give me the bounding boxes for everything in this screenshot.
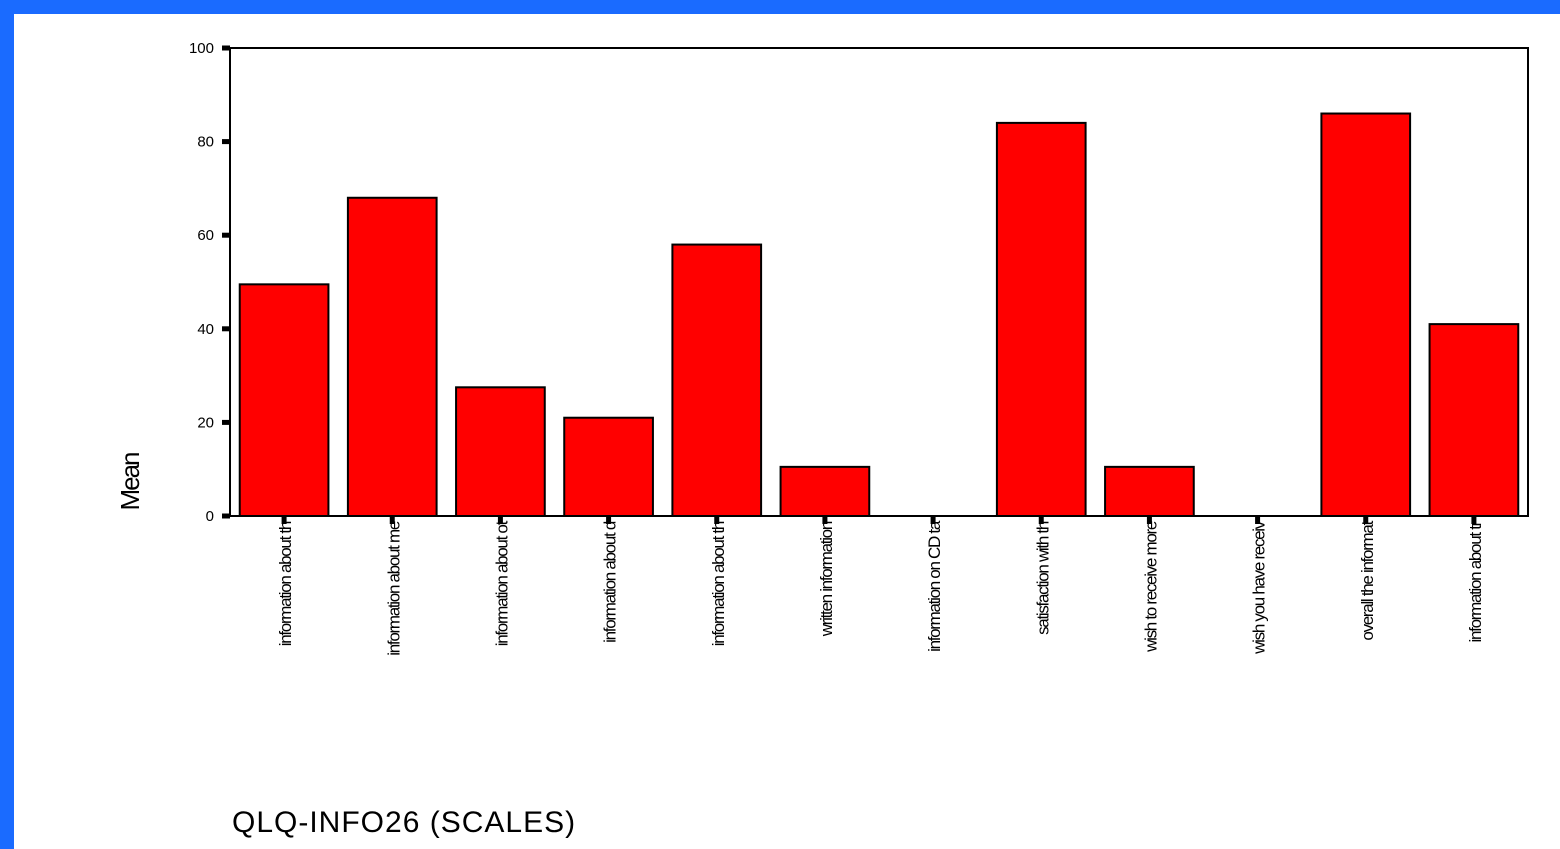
x-tick-label-8: satisfaction with th	[1033, 521, 1052, 635]
x-tick-label-12: information about tr	[1466, 520, 1485, 642]
x-tick-label-7: information on CD ta	[925, 520, 944, 652]
y-tick-label-0: 0	[206, 508, 214, 525]
chart-title: QLQ-INFO26 (SCALES)	[232, 806, 577, 839]
bar-9	[1104, 465, 1195, 517]
y-axis-label: Mean	[115, 453, 145, 511]
bars-group	[238, 112, 1520, 518]
x-tick-label-1: information about th	[276, 521, 295, 646]
x-tick-label-6: written information	[817, 521, 836, 637]
x-tick-label-3: information about ot	[492, 520, 511, 646]
bar-12	[1428, 323, 1520, 517]
y-tick-label-20: 20	[197, 414, 214, 431]
x-tick-label-5: information about th	[709, 521, 728, 646]
top-frame-bar	[0, 0, 1560, 14]
bar-8	[995, 121, 1087, 517]
bar-3	[455, 386, 546, 517]
y-tick-label-100: 100	[189, 40, 214, 57]
bar-1	[238, 283, 330, 517]
bar-5	[671, 243, 763, 517]
y-tick-label-60: 60	[197, 227, 214, 244]
x-tick-label-11: overall the informat	[1358, 520, 1377, 640]
bar-6	[779, 465, 871, 517]
x-tick-label-4: information about d	[601, 521, 620, 643]
x-tick-label-2: information about me	[384, 521, 403, 656]
plot-frame	[229, 47, 1529, 517]
bar-4	[563, 416, 654, 517]
left-frame-bar	[0, 0, 14, 849]
x-tick-label-9: wish to receive more	[1141, 521, 1160, 653]
x-axis-labels: information about th information about me…	[276, 516, 1485, 656]
bar-2	[346, 196, 438, 517]
y-tick-label-80: 80	[197, 134, 214, 151]
x-tick-label-10: wish you have receiv	[1250, 520, 1269, 655]
y-axis-ticks: 0 20 40 60 80 100	[189, 40, 230, 525]
y-tick-label-40: 40	[197, 321, 214, 338]
bar-11	[1320, 112, 1412, 518]
